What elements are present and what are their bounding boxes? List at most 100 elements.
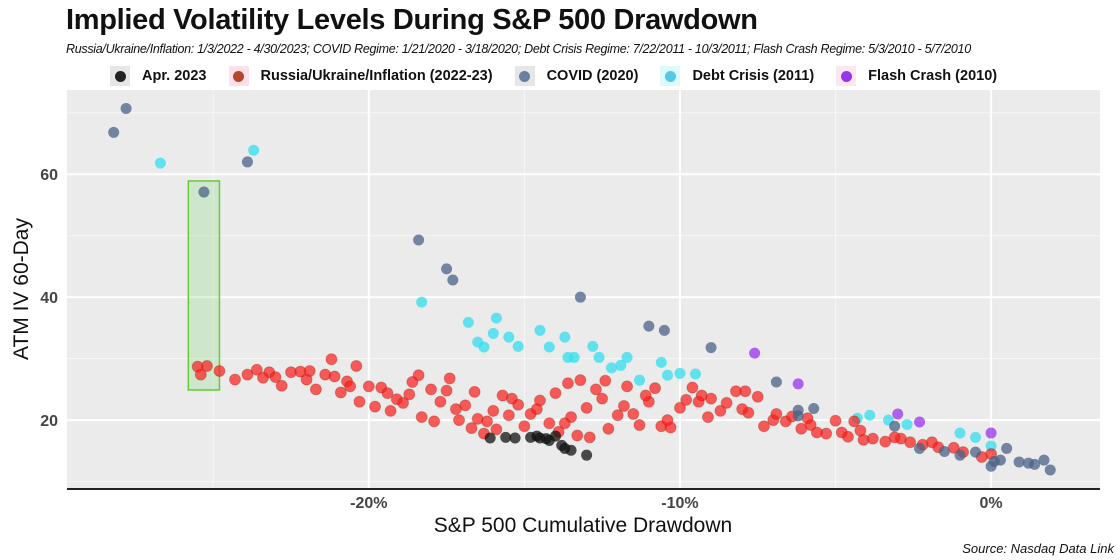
gridlines xyxy=(67,90,1100,489)
data-point xyxy=(673,401,686,414)
data-point xyxy=(213,364,226,377)
data-point xyxy=(714,404,727,417)
x-axis-label: S&P 500 Cumulative Drawdown xyxy=(434,514,732,537)
data-point xyxy=(350,360,363,373)
data-point xyxy=(606,362,618,374)
data-point xyxy=(705,392,718,405)
data-point xyxy=(705,342,717,354)
legend-item: Flash Crash (2010) xyxy=(836,66,997,86)
legend-key-icon xyxy=(110,66,130,86)
data-point xyxy=(509,432,521,444)
data-point xyxy=(250,363,263,376)
data-point xyxy=(443,372,456,385)
data-point xyxy=(583,431,596,444)
data-point xyxy=(599,374,612,387)
chart-subtitle: Russia/Ukraine/Inflation: 1/3/2022 - 4/3… xyxy=(66,42,971,56)
data-point xyxy=(757,420,770,433)
data-point xyxy=(904,436,917,449)
data-point xyxy=(1013,456,1025,468)
data-point xyxy=(643,320,655,332)
data-point xyxy=(120,102,132,114)
data-point xyxy=(925,436,938,449)
data-point xyxy=(617,400,630,413)
y-tick-label: 20 xyxy=(40,413,58,430)
legend-label: Russia/Ukraine/Inflation (2022-23) xyxy=(260,68,493,84)
data-point xyxy=(1022,457,1034,469)
plot-background xyxy=(67,90,1100,489)
data-point xyxy=(658,324,670,336)
data-point xyxy=(615,359,627,371)
data-point xyxy=(154,157,166,169)
x-tick-label: -10% xyxy=(661,495,698,512)
data-point xyxy=(892,408,904,420)
data-point xyxy=(561,377,574,390)
y-tick-label: 40 xyxy=(40,290,58,307)
x-tick-label: 0% xyxy=(980,495,1003,512)
data-point xyxy=(425,383,438,396)
data-point xyxy=(571,429,584,442)
data-point xyxy=(580,401,593,414)
data-point xyxy=(415,411,428,424)
data-point xyxy=(587,340,599,352)
data-point xyxy=(970,431,982,443)
data-point xyxy=(770,376,782,388)
data-point xyxy=(739,385,752,398)
data-point xyxy=(914,416,926,428)
data-point xyxy=(241,368,254,381)
data-point xyxy=(362,380,375,393)
data-point xyxy=(369,400,382,413)
legend-label: Flash Crash (2010) xyxy=(868,68,998,84)
data-point xyxy=(627,407,640,420)
data-point xyxy=(621,351,633,363)
data-point xyxy=(841,430,854,443)
data-point xyxy=(441,263,453,275)
source-note: Source: Nasdaq Data Link xyxy=(962,541,1114,556)
data-point xyxy=(888,431,901,444)
data-point xyxy=(275,379,288,392)
data-point xyxy=(413,234,425,246)
data-point xyxy=(468,385,481,398)
data-point xyxy=(565,444,577,456)
data-point xyxy=(478,341,490,353)
data-point xyxy=(459,399,472,412)
data-point xyxy=(611,409,624,422)
data-point xyxy=(490,312,502,324)
legend-label: COVID (2020) xyxy=(546,68,639,84)
data-point xyxy=(954,449,966,461)
data-point xyxy=(854,424,867,437)
data-point xyxy=(558,417,571,430)
data-point xyxy=(649,382,662,395)
data-point xyxy=(500,431,512,443)
data-point xyxy=(559,331,571,343)
data-point xyxy=(662,369,674,381)
highlight-box xyxy=(187,180,221,391)
axis-ticks: -20% -10% 0% 20 40 60 xyxy=(40,167,1002,512)
data-point xyxy=(344,380,357,393)
data-point xyxy=(686,381,699,394)
data-point xyxy=(574,374,587,387)
data-point xyxy=(866,432,879,445)
data-point xyxy=(864,409,876,421)
legend-item: Debt Crisis (2011) xyxy=(660,66,814,86)
data-point xyxy=(534,324,546,336)
data-point xyxy=(1044,464,1056,476)
data-point xyxy=(403,388,416,401)
data-point xyxy=(621,380,634,393)
data-point xyxy=(568,351,580,363)
data-point xyxy=(462,316,474,328)
data-point xyxy=(938,445,950,457)
data-point xyxy=(985,440,997,452)
data-point xyxy=(792,410,804,422)
data-point xyxy=(440,384,453,397)
data-point xyxy=(954,427,966,439)
data-point xyxy=(596,392,609,405)
data-point xyxy=(397,396,410,409)
data-point xyxy=(481,415,494,428)
data-point xyxy=(549,387,562,400)
data-point xyxy=(325,353,338,366)
data-point xyxy=(198,186,210,198)
data-point xyxy=(248,144,260,156)
data-point xyxy=(848,415,861,428)
data-point xyxy=(661,414,674,427)
data-point xyxy=(770,407,783,420)
